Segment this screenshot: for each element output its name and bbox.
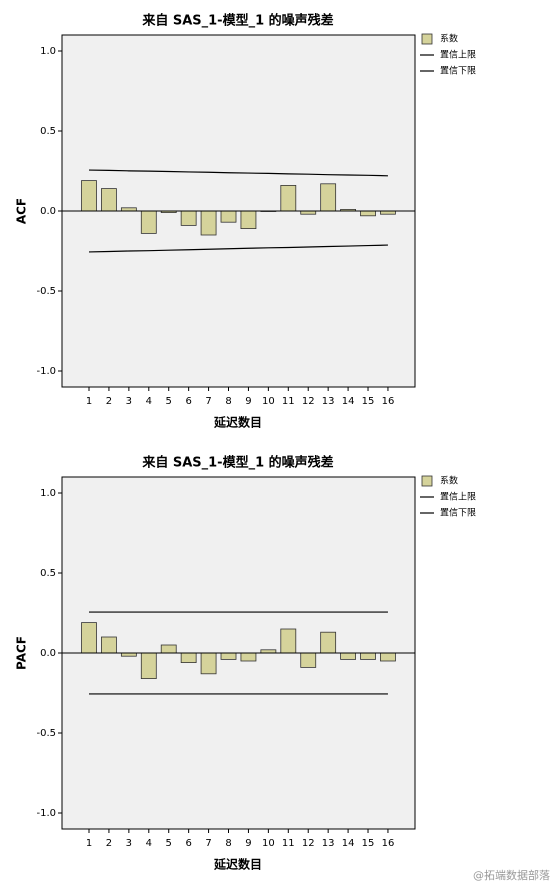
legend-swatch xyxy=(421,475,433,487)
x-tick-label: 9 xyxy=(245,396,251,407)
legend-label: 置信下限 xyxy=(440,507,476,519)
bar xyxy=(340,652,356,660)
legend-label: 置信上限 xyxy=(440,49,476,61)
y-tick-label: -0.5 xyxy=(36,286,56,297)
bar xyxy=(140,652,157,680)
chart-title: 来自 SAS_1-模型_1 的噪声残差 xyxy=(141,13,333,29)
bar xyxy=(220,652,237,660)
x-tick-label: 12 xyxy=(302,838,315,849)
x-axis-label: 延迟数目 xyxy=(213,415,262,430)
x-tick-label: 6 xyxy=(185,838,191,849)
x-tick-label: 3 xyxy=(126,396,132,407)
bar xyxy=(300,652,317,668)
x-tick-label: 2 xyxy=(106,838,112,849)
x-tick-label: 8 xyxy=(225,838,231,849)
bar xyxy=(160,644,177,654)
bar xyxy=(240,210,257,230)
bar xyxy=(81,622,97,654)
y-tick-label: -0.5 xyxy=(36,728,56,739)
x-tick-label: 14 xyxy=(342,838,355,849)
bar xyxy=(140,210,157,234)
bar xyxy=(360,210,376,217)
legend-label: 置信上限 xyxy=(440,491,476,503)
x-tick-label: 1 xyxy=(86,396,92,407)
y-tick-label: 1.0 xyxy=(40,488,56,499)
x-tick-label: 11 xyxy=(282,838,295,849)
confidence-line xyxy=(88,244,388,253)
bar xyxy=(200,652,217,675)
x-tick-label: 1 xyxy=(86,838,92,849)
x-tick-label: 12 xyxy=(302,396,315,407)
watermark: @拓端数据部落 xyxy=(473,868,550,882)
y-tick-label: 0.0 xyxy=(40,206,56,217)
x-tick-label: 14 xyxy=(342,396,355,407)
y-tick-label: 0.5 xyxy=(40,126,56,137)
legend-label: 置信下限 xyxy=(440,65,476,77)
bar xyxy=(240,652,257,662)
x-tick-label: 7 xyxy=(205,396,211,407)
y-tick-label: 0.0 xyxy=(40,648,56,659)
x-tick-label: 13 xyxy=(322,396,335,407)
confidence-line xyxy=(88,169,388,177)
x-tick-label: 10 xyxy=(262,838,275,849)
bar xyxy=(200,210,217,236)
bar xyxy=(360,652,376,660)
bar xyxy=(180,210,197,226)
x-tick-label: 13 xyxy=(322,838,335,849)
y-tick-label: 1.0 xyxy=(40,46,56,57)
y-axis-label: PACF xyxy=(15,636,29,670)
x-tick-label: 5 xyxy=(166,838,172,849)
bar xyxy=(320,183,337,212)
bar xyxy=(180,652,197,664)
y-axis-label: ACF xyxy=(15,198,29,224)
legend-swatch xyxy=(421,33,433,45)
x-tick-label: 2 xyxy=(106,396,112,407)
x-tick-label: 4 xyxy=(146,396,152,407)
x-tick-label: 10 xyxy=(262,396,275,407)
x-tick-label: 6 xyxy=(185,396,191,407)
x-tick-label: 16 xyxy=(382,396,395,407)
x-tick-label: 3 xyxy=(126,838,132,849)
x-tick-label: 16 xyxy=(382,838,395,849)
x-tick-label: 15 xyxy=(362,396,375,407)
bar xyxy=(220,210,237,223)
y-tick-label: -1.0 xyxy=(36,366,56,377)
bar xyxy=(81,180,97,212)
x-tick-label: 15 xyxy=(362,838,375,849)
bar xyxy=(101,636,117,654)
x-tick-label: 4 xyxy=(146,838,152,849)
x-tick-label: 5 xyxy=(166,396,172,407)
bar xyxy=(280,628,297,654)
legend-label: 系数 xyxy=(440,33,458,45)
x-tick-label: 7 xyxy=(205,838,211,849)
y-tick-label: 0.5 xyxy=(40,568,56,579)
bar xyxy=(280,184,297,212)
x-tick-label: 8 xyxy=(225,396,231,407)
bar xyxy=(380,652,396,662)
legend-label: 系数 xyxy=(440,475,458,487)
bar xyxy=(320,631,337,654)
y-tick-label: -1.0 xyxy=(36,808,56,819)
chart-title: 来自 SAS_1-模型_1 的噪声残差 xyxy=(141,455,333,471)
x-axis-label: 延迟数目 xyxy=(213,857,262,872)
x-tick-label: 11 xyxy=(282,396,295,407)
bar xyxy=(101,188,117,212)
x-tick-label: 9 xyxy=(245,838,251,849)
